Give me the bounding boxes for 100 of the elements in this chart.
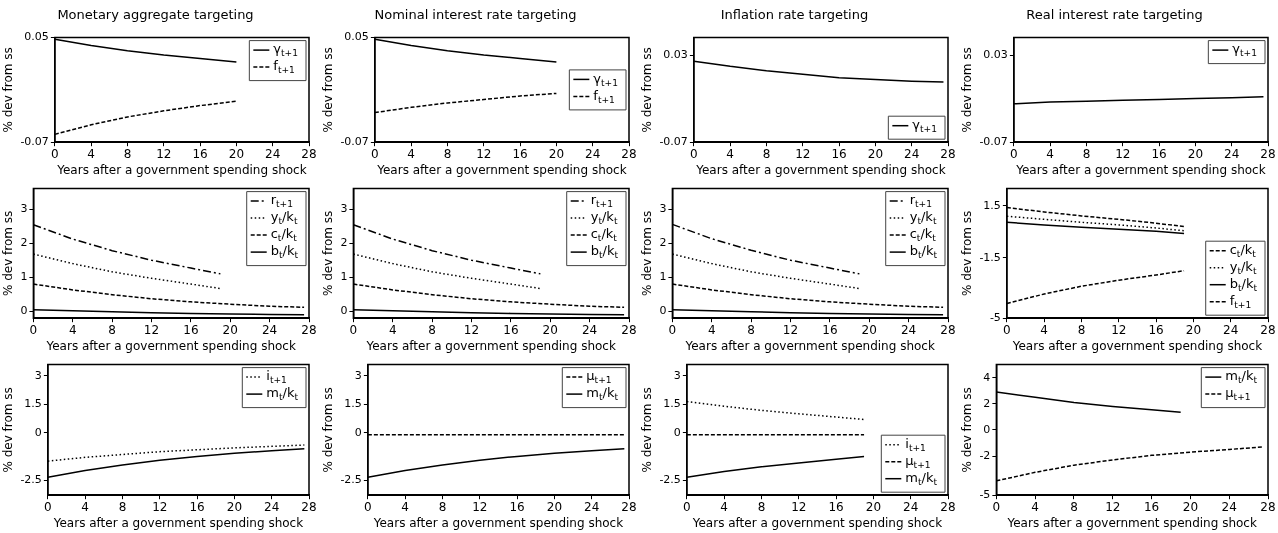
x-tick-label: 12: [1104, 499, 1120, 514]
x-axis-title: Years after a government spending shock: [365, 338, 616, 353]
x-tick-label: 24: [584, 146, 600, 161]
x-tick-label: 24: [264, 499, 280, 514]
x-tick-label: 28: [1259, 322, 1276, 337]
x-tick-label: 8: [757, 499, 766, 514]
chart-title: Inflation rate targeting: [720, 7, 869, 23]
x-tick-label: 0: [690, 146, 698, 161]
y-tick-label: 0: [673, 425, 681, 439]
y-axis-title: % dev from ss: [1, 210, 16, 297]
y-tick-label: -1.5: [978, 250, 1001, 264]
x-tick-label: 20: [542, 322, 558, 337]
x-tick-label: 28: [1259, 499, 1276, 514]
y-tick-label: 0.05: [343, 30, 369, 44]
y-tick-label: -2.5: [659, 472, 681, 486]
x-tick-label: 16: [828, 499, 844, 514]
x-tick-label: 4: [400, 499, 409, 514]
x-tick-label: 24: [265, 146, 281, 161]
x-tick-label: 16: [831, 146, 847, 161]
x-tick-label: 4: [68, 322, 77, 337]
y-tick-label: 2: [982, 396, 990, 410]
y-tick-label: -2.5: [20, 472, 42, 486]
x-tick-label: 4: [720, 499, 728, 514]
x-tick-label: 0: [370, 146, 379, 161]
x-tick-label: 16: [502, 322, 519, 337]
y-tick-label: -5: [989, 311, 1001, 325]
y-tick-label: 0: [354, 425, 362, 439]
x-tick-label: 12: [795, 146, 811, 161]
x-tick-label: 16: [192, 146, 208, 161]
y-tick-label: 0.05: [24, 30, 49, 44]
y-tick-label: 1.5: [343, 397, 362, 411]
y-axis-title: % dev from ss: [1, 47, 16, 133]
x-tick-label: 24: [1221, 499, 1237, 514]
y-tick-label: -0.07: [339, 135, 369, 149]
y-tick-label: -5: [978, 488, 990, 502]
x-axis-title: Years after a government spending shock: [375, 162, 627, 177]
y-tick-label: 0.03: [663, 47, 688, 61]
y-axis-title: % dev from ss: [959, 210, 974, 297]
x-tick-label: 24: [261, 322, 278, 337]
y-tick-label: 4: [982, 370, 990, 384]
x-tick-label: 8: [108, 322, 116, 337]
x-axis-title: Years after a government spending shock: [695, 162, 946, 177]
y-tick-label: 2: [659, 236, 667, 250]
x-tick-label: 4: [406, 146, 415, 161]
x-tick-label: 4: [1039, 322, 1048, 337]
y-tick-label: 1.5: [663, 397, 681, 411]
x-tick-label: 20: [222, 322, 238, 337]
x-tick-label: 20: [546, 499, 562, 514]
x-tick-label: 20: [867, 146, 884, 161]
chart-title: Nominal interest rate targeting: [373, 7, 577, 23]
x-tick-label: 24: [581, 322, 597, 337]
x-axis-title: Years after a government spending shock: [372, 515, 623, 530]
x-tick-label: 8: [1069, 499, 1078, 514]
x-axis-title: Years after a government spending shock: [52, 515, 304, 530]
x-tick-label: 28: [940, 322, 956, 337]
x-axis-title: Years after a government spending shock: [1005, 515, 1257, 530]
x-tick-label: 8: [747, 322, 755, 337]
x-tick-label: 20: [228, 146, 245, 161]
y-tick-label: 0: [339, 304, 347, 318]
y-tick-label: 1: [659, 270, 667, 284]
x-tick-label: 0: [1009, 146, 1018, 161]
y-tick-label: 3: [659, 201, 667, 215]
x-tick-label: 24: [1222, 322, 1238, 337]
y-tick-label: 1: [20, 270, 28, 284]
x-tick-label: 12: [1110, 322, 1126, 337]
y-tick-label: 0: [20, 304, 28, 318]
y-axis-title: % dev from ss: [959, 387, 974, 473]
y-tick-label: 1: [339, 270, 347, 284]
y-tick-label: 3: [34, 368, 42, 382]
y-tick-label: 1.5: [982, 198, 1001, 212]
x-tick-label: 28: [620, 322, 637, 337]
x-tick-label: 12: [475, 146, 491, 161]
x-tick-label: 16: [183, 322, 199, 337]
x-tick-label: 8: [438, 499, 446, 514]
y-tick-label: 3: [673, 368, 681, 382]
x-axis-title: Years after a government spending shock: [691, 515, 943, 530]
x-tick-label: 0: [51, 146, 59, 161]
y-tick-label: 0: [34, 425, 42, 439]
x-axis-title: Years after a government spending shock: [1014, 162, 1266, 177]
x-tick-label: 4: [1030, 499, 1039, 514]
x-tick-label: 8: [762, 146, 771, 161]
y-tick-label: 0: [659, 304, 667, 318]
x-tick-label: 28: [1259, 146, 1276, 161]
x-tick-label: 28: [301, 146, 317, 161]
x-tick-label: 4: [87, 146, 95, 161]
x-tick-label: 24: [900, 322, 917, 337]
x-tick-label: 20: [1182, 499, 1198, 514]
x-tick-label: 12: [152, 499, 168, 514]
x-tick-label: 12: [471, 499, 487, 514]
y-tick-label: 0: [982, 422, 990, 436]
y-tick-label: 3: [20, 201, 28, 215]
y-tick-label: 2: [339, 236, 347, 250]
chart-title: Monetary aggregate targeting: [57, 7, 254, 23]
x-tick-label: 8: [123, 146, 132, 161]
y-tick-label: -2: [978, 448, 990, 462]
x-tick-label: 24: [1223, 146, 1239, 161]
x-axis-title: Years after a government spending shock: [684, 338, 935, 353]
x-tick-label: 16: [511, 146, 528, 161]
x-tick-label: 4: [726, 146, 734, 161]
x-tick-label: 16: [1143, 499, 1159, 514]
